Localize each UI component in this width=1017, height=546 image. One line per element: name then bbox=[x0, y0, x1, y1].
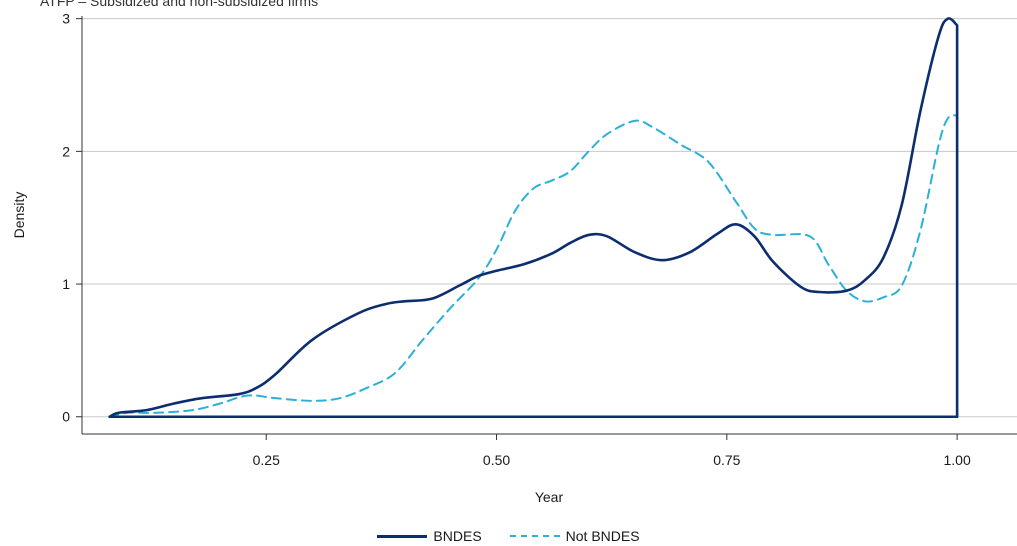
series-line-not-bndes bbox=[108, 114, 959, 418]
chart-title: ATFP – Subsidized and non-subsidized fir… bbox=[40, 0, 319, 9]
axes bbox=[76, 16, 1017, 440]
density-plot: 0 1 2 3 0.25 0.50 0.75 1.00 Density Year bbox=[11, 11, 1017, 505]
grid-lines bbox=[82, 18, 1017, 418]
legend-item-not-bndes: Not BNDES bbox=[509, 528, 640, 544]
x-tick-label: 0.50 bbox=[483, 452, 510, 468]
series-lines bbox=[108, 17, 959, 419]
x-tick-label: 0.75 bbox=[713, 452, 740, 468]
y-axis-label: Density bbox=[11, 192, 27, 239]
tick-labels: 0 1 2 3 0.25 0.50 0.75 1.00 bbox=[62, 11, 971, 468]
series-line-bndes bbox=[108, 17, 959, 419]
y-tick-label: 1 bbox=[62, 276, 70, 292]
y-tick-label: 0 bbox=[62, 409, 70, 425]
y-tick-label: 3 bbox=[62, 11, 70, 27]
legend: BNDES Not BNDES bbox=[0, 526, 1017, 546]
x-tick-label: 1.00 bbox=[943, 452, 970, 468]
y-tick-label: 2 bbox=[62, 143, 70, 159]
legend-swatch-solid bbox=[377, 534, 428, 538]
legend-label: Not BNDES bbox=[565, 528, 640, 544]
legend-swatch-dashed bbox=[509, 535, 560, 537]
legend-label: BNDES bbox=[433, 528, 482, 544]
legend-item-bndes: BNDES bbox=[377, 528, 482, 544]
x-tick-label: 0.25 bbox=[253, 452, 280, 468]
x-axis-label: Year bbox=[535, 489, 564, 505]
